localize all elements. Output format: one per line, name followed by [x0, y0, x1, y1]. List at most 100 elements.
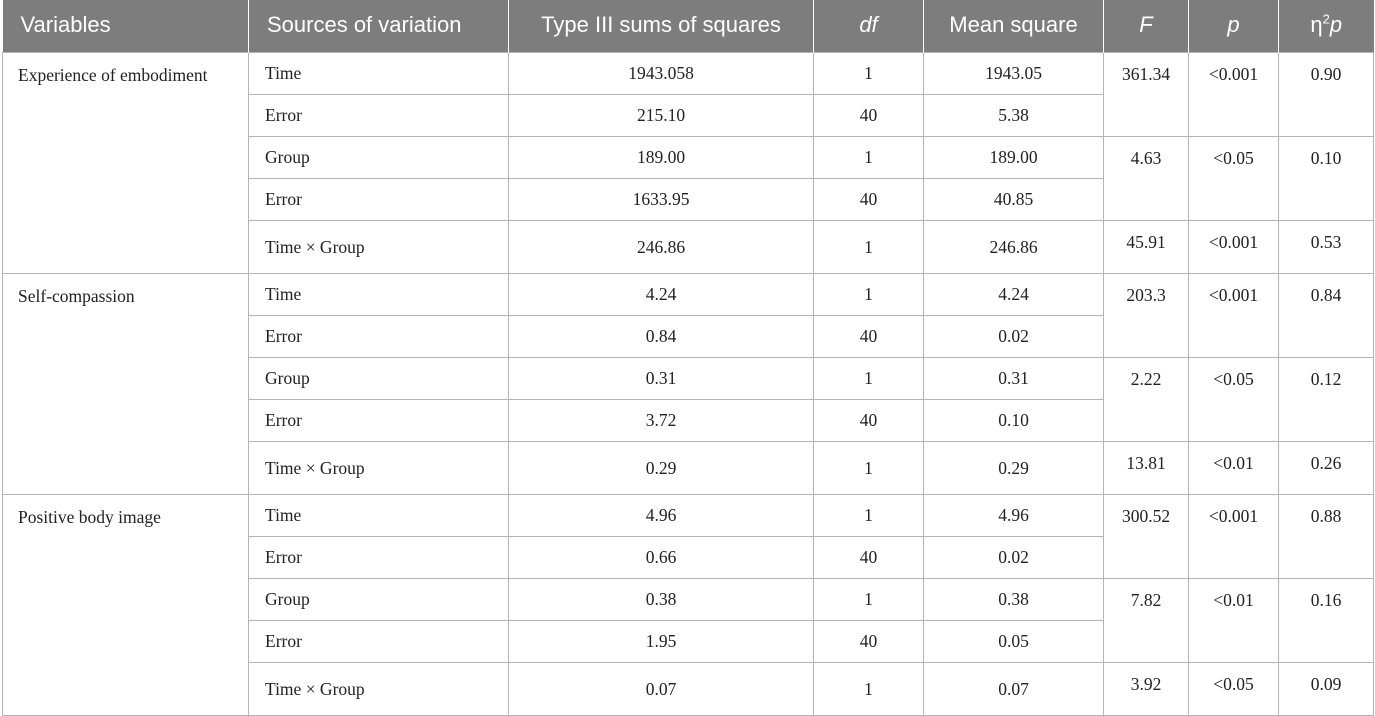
df-cell: 1 [813, 357, 924, 400]
ss-cell: 4.24 [508, 273, 814, 316]
ms-cell: 0.02 [923, 536, 1104, 579]
df-cell: 1 [813, 662, 924, 716]
ms-cell: 0.10 [923, 399, 1104, 442]
ss-cell: 1.95 [508, 620, 814, 663]
p-cell: <0.05 [1188, 662, 1279, 716]
table-row: Error 215.10 40 5.38 [3, 94, 1374, 137]
header-row: Variables Sources of variation Type III … [2, 0, 1374, 53]
ss-cell: 215.10 [508, 94, 814, 137]
ms-cell: 0.38 [923, 578, 1104, 621]
df-cell: 1 [813, 578, 924, 621]
source-cell: Time × Group [248, 662, 509, 716]
source-cell: Group [248, 136, 509, 179]
source-cell: Error [248, 620, 509, 663]
ms-cell: 0.02 [923, 315, 1104, 358]
ss-cell: 246.86 [508, 220, 814, 274]
table-row: Error 1.95 40 0.05 [3, 620, 1374, 663]
eta-cell: 0.88 [1278, 494, 1374, 579]
p-cell: <0.001 [1188, 220, 1279, 274]
ms-cell: 0.05 [923, 620, 1104, 663]
f-cell: 300.52 [1103, 494, 1189, 579]
variable-name: Experience of embodiment [2, 52, 249, 274]
ss-cell: 1633.95 [508, 178, 814, 221]
source-cell: Group [248, 357, 509, 400]
header-p: p [1188, 0, 1279, 53]
f-cell: 45.91 [1103, 220, 1189, 274]
table-row: Error 3.72 40 0.10 [3, 399, 1374, 442]
source-cell: Time [248, 52, 509, 95]
df-cell: 1 [813, 52, 924, 95]
source-cell: Time [248, 494, 509, 537]
ms-cell: 189.00 [923, 136, 1104, 179]
df-cell: 40 [813, 536, 924, 579]
f-cell: 13.81 [1103, 441, 1189, 495]
source-cell: Error [248, 94, 509, 137]
eta-cell: 0.84 [1278, 273, 1374, 358]
df-cell: 1 [813, 220, 924, 274]
header-eta-sup: 2 [1322, 11, 1330, 27]
f-cell: 7.82 [1103, 578, 1189, 663]
header-df: df [813, 0, 924, 53]
p-cell: <0.01 [1188, 578, 1279, 663]
ss-cell: 0.31 [508, 357, 814, 400]
df-cell: 40 [813, 620, 924, 663]
source-cell: Time [248, 273, 509, 316]
source-cell: Error [248, 315, 509, 358]
table-body: Experience of embodiment Time 1943.058 1 194… [2, 52, 1374, 716]
table-row: Error 0.66 40 0.02 [3, 536, 1374, 579]
ms-cell: 0.31 [923, 357, 1104, 400]
table-header: Variables Sources of variation Type III … [2, 0, 1374, 53]
header-eta-tail: p [1329, 12, 1343, 37]
eta-cell: 0.26 [1278, 441, 1374, 495]
table-row: Self-compassion Time 4.24 1 4.24 203.3 <0.001 0… [2, 273, 1374, 495]
ss-cell: 0.66 [508, 536, 814, 579]
eta-cell: 0.53 [1278, 220, 1374, 274]
ss-cell: 0.84 [508, 315, 814, 358]
df-cell: 1 [813, 441, 924, 495]
header-variables: Variables [2, 0, 249, 53]
header-sources: Sources of variation [248, 0, 509, 53]
p-cell: <0.01 [1188, 441, 1279, 495]
ms-cell: 0.07 [923, 662, 1104, 716]
ss-cell: 4.96 [508, 494, 814, 537]
source-cell: Group [248, 578, 509, 621]
f-cell: 2.22 [1103, 357, 1189, 442]
variable-name: Positive body image [2, 494, 249, 716]
source-cell: Error [248, 399, 509, 442]
ms-cell: 5.38 [923, 94, 1104, 137]
ss-cell: 3.72 [508, 399, 814, 442]
p-cell: <0.001 [1188, 273, 1279, 358]
f-cell: 203.3 [1103, 273, 1189, 358]
eta-cell: 0.16 [1278, 578, 1374, 663]
header-ss: Type III sums of squares [508, 0, 814, 53]
df-cell: 1 [813, 494, 924, 537]
df-cell: 40 [813, 94, 924, 137]
header-eta-base: η [1310, 12, 1323, 37]
table-row: Time × Group 246.86 1 246.86 45.91 <0.001 0.53 [3, 220, 1374, 274]
ss-cell: 0.38 [508, 578, 814, 621]
table-row: Group 189.00 1 189.00 4.63 <0.05 0.10 [3, 136, 1374, 221]
f-cell: 4.63 [1103, 136, 1189, 221]
ss-cell: 0.07 [508, 662, 814, 716]
source-cell: Time × Group [248, 220, 509, 274]
source-cell: Error [248, 178, 509, 221]
ss-cell: 189.00 [508, 136, 814, 179]
source-cell: Error [248, 536, 509, 579]
source-cell: Time × Group [248, 441, 509, 495]
df-cell: 1 [813, 136, 924, 179]
header-ms: Mean square [923, 0, 1104, 53]
header-f: F [1103, 0, 1189, 53]
eta-cell: 0.90 [1278, 52, 1374, 137]
ms-cell: 4.96 [923, 494, 1104, 537]
table-row: Experience of embodiment Time 1943.058 1 194… [2, 52, 1374, 274]
df-cell: 1 [813, 273, 924, 316]
table-row: Positive body image Time 4.96 1 4.96 300.52 <0… [2, 494, 1374, 716]
p-cell: <0.001 [1188, 52, 1279, 137]
ms-cell: 40.85 [923, 178, 1104, 221]
variable-name: Self-compassion [2, 273, 249, 495]
ms-cell: 4.24 [923, 273, 1104, 316]
df-cell: 40 [813, 178, 924, 221]
ms-cell: 0.29 [923, 441, 1104, 495]
df-cell: 40 [813, 315, 924, 358]
